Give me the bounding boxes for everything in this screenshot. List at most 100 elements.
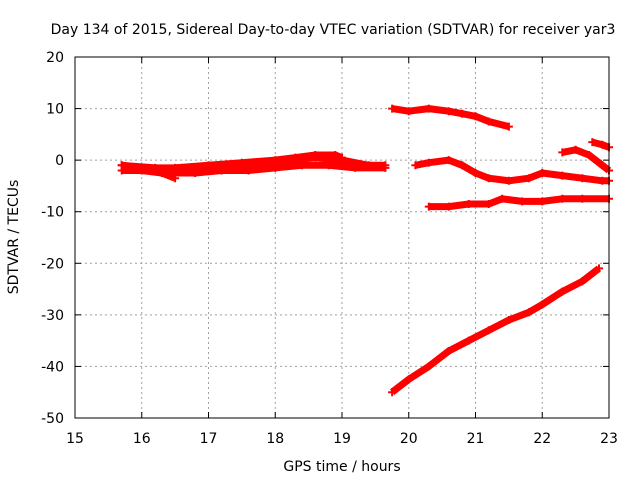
series-arc-c (117, 161, 180, 183)
data-point (191, 169, 200, 177)
y-tick-label: -40 (41, 359, 64, 375)
x-tick-label: 17 (200, 431, 218, 447)
series-trace (120, 161, 177, 182)
data-point (424, 104, 433, 113)
data-point (484, 117, 493, 126)
plot-frame (74, 56, 610, 419)
data-point (137, 166, 146, 175)
data-point (157, 169, 166, 177)
x-tick-labels: 15 16 17 18 19 20 21 22 23 (66, 431, 618, 447)
data-point (484, 200, 493, 208)
data-point (458, 109, 467, 118)
data-point (524, 174, 533, 183)
data-point (424, 202, 433, 211)
y-tick-labels: -50 -40 -30 -20 -10 0 10 20 (41, 50, 64, 427)
data-point (244, 166, 253, 175)
data-point (444, 107, 453, 116)
chart-title: Day 134 of 2015, Sidereal Day-to-day VTE… (51, 22, 616, 38)
data-point (171, 163, 180, 172)
grid (75, 57, 609, 418)
y-tick-label: -50 (41, 411, 64, 427)
data-point (311, 151, 320, 159)
data-point (585, 151, 593, 159)
x-tick-label: 15 (66, 431, 84, 447)
data-point (297, 161, 306, 170)
data-point (504, 122, 513, 131)
x-tick-label: 20 (400, 431, 418, 447)
series-arc-f (411, 156, 613, 185)
x-tick-label: 19 (333, 431, 351, 447)
data-point (471, 169, 480, 177)
data-point (484, 326, 493, 335)
data-point (338, 153, 346, 162)
x-tick-label: 23 (600, 431, 618, 447)
series-trace (428, 195, 609, 211)
data-series (117, 104, 613, 397)
series-arc-g (424, 194, 613, 211)
data-point (204, 161, 213, 170)
data-point (404, 107, 413, 116)
data-point (388, 104, 397, 113)
data-point (471, 112, 480, 121)
data-point (381, 163, 390, 172)
data-point (411, 161, 420, 170)
data-point (351, 163, 360, 172)
y-tick-label: -30 (41, 308, 64, 324)
data-point (558, 194, 567, 203)
data-point (484, 174, 493, 183)
data-point (331, 151, 340, 159)
data-point (271, 163, 280, 172)
data-point (117, 161, 126, 170)
x-tick-label: 16 (133, 431, 151, 447)
data-point (504, 176, 513, 185)
data-point (571, 145, 580, 154)
y-tick-label: 0 (55, 153, 64, 169)
x-tick-label: 22 (533, 431, 551, 447)
data-point (291, 153, 300, 162)
x-axis-label: GPS time / hours (283, 459, 400, 475)
data-point (217, 166, 226, 175)
data-point (588, 138, 597, 147)
y-tick-label: -10 (41, 205, 64, 221)
data-point (598, 176, 607, 185)
series-arc-h (388, 264, 603, 397)
data-point (595, 264, 603, 273)
data-point (404, 375, 413, 384)
data-point (558, 171, 567, 180)
data-point (388, 388, 397, 397)
data-point (171, 174, 180, 183)
data-point (578, 277, 587, 286)
data-point (424, 362, 433, 371)
data-point (464, 336, 473, 345)
data-point (598, 140, 607, 149)
x-tick-label: 21 (467, 431, 485, 447)
y-tick-label: 20 (46, 50, 64, 66)
data-point (524, 308, 533, 317)
data-point (578, 194, 587, 203)
series-trace (389, 265, 602, 395)
y-tick-label: -20 (41, 256, 64, 272)
series-arc-e (388, 104, 513, 131)
data-point (558, 148, 567, 157)
data-point (458, 161, 467, 170)
data-point (598, 161, 607, 170)
y-axis-label: SDTVAR / TECUs (6, 180, 22, 295)
data-point (444, 347, 453, 355)
data-point (518, 197, 527, 206)
data-point (558, 287, 567, 296)
series-arc-d (171, 151, 346, 172)
data-point (237, 158, 246, 167)
y-tick-label: 10 (46, 102, 64, 118)
data-point (464, 200, 473, 208)
data-point (444, 156, 453, 165)
data-point (498, 194, 507, 203)
data-point (578, 174, 587, 183)
data-point (538, 169, 547, 177)
data-point (538, 300, 547, 309)
x-tick-label: 18 (266, 431, 284, 447)
data-point (504, 316, 513, 324)
data-point (444, 202, 453, 211)
data-point (424, 158, 433, 167)
data-point (324, 161, 333, 170)
